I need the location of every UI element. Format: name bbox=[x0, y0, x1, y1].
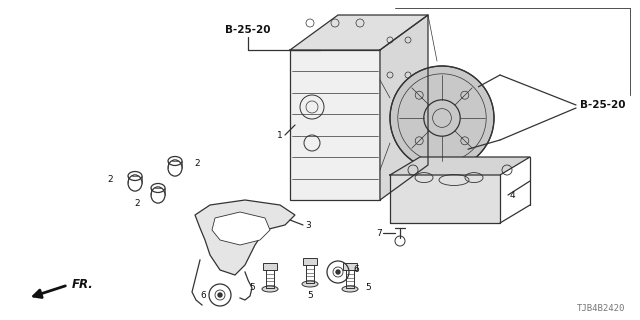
Circle shape bbox=[390, 66, 494, 170]
Text: 5: 5 bbox=[249, 284, 255, 292]
Text: 2: 2 bbox=[194, 158, 200, 167]
Text: 2: 2 bbox=[108, 175, 113, 185]
PathPatch shape bbox=[212, 212, 270, 245]
Circle shape bbox=[218, 293, 222, 297]
Ellipse shape bbox=[302, 281, 318, 287]
Text: 6: 6 bbox=[353, 266, 359, 275]
Text: 1: 1 bbox=[277, 131, 283, 140]
Text: 6: 6 bbox=[200, 291, 206, 300]
Polygon shape bbox=[380, 15, 428, 200]
Text: B-25-20: B-25-20 bbox=[225, 25, 271, 35]
Polygon shape bbox=[290, 15, 428, 50]
Text: 4: 4 bbox=[510, 190, 516, 199]
Polygon shape bbox=[390, 175, 500, 223]
Bar bbox=[343, 263, 357, 270]
Text: B-25-20: B-25-20 bbox=[580, 100, 625, 110]
Text: 2: 2 bbox=[134, 199, 140, 209]
Ellipse shape bbox=[342, 286, 358, 292]
Text: TJB4B2420: TJB4B2420 bbox=[577, 304, 625, 313]
Bar bbox=[303, 258, 317, 265]
Text: FR.: FR. bbox=[72, 278, 93, 292]
Bar bbox=[290, 50, 380, 200]
Text: 5: 5 bbox=[307, 291, 313, 300]
Text: 7: 7 bbox=[376, 228, 382, 237]
Circle shape bbox=[336, 270, 340, 274]
Text: 5: 5 bbox=[365, 284, 371, 292]
Ellipse shape bbox=[262, 286, 278, 292]
Polygon shape bbox=[390, 157, 530, 175]
Bar bbox=[263, 263, 277, 270]
Text: 3: 3 bbox=[305, 220, 311, 229]
PathPatch shape bbox=[195, 200, 295, 275]
